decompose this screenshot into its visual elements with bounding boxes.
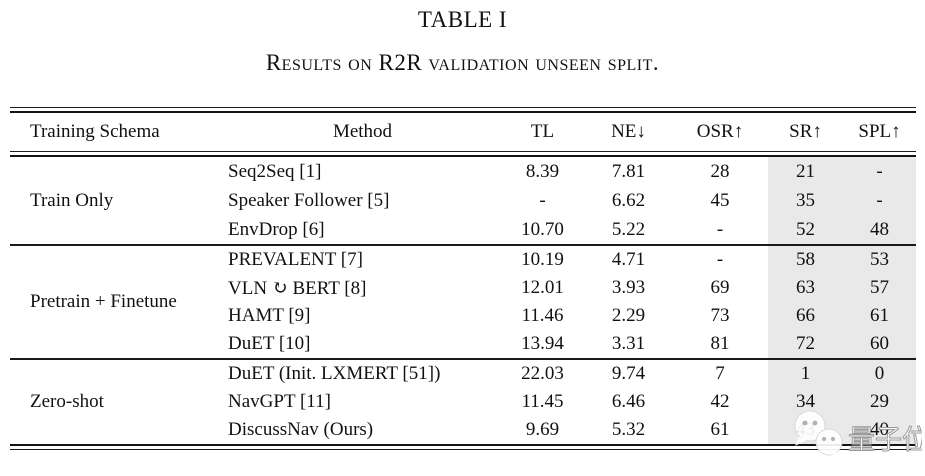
osr-cell: 42 (710, 391, 730, 412)
schema-label: Train Only (30, 189, 114, 211)
table-header-row: Training Schema Method TL NE↓ OSR↑ SR↑ S… (10, 113, 916, 151)
tl-cell: 11.45 (521, 391, 564, 412)
tl-cell: 8.39 (525, 160, 560, 182)
tl-cell: - (539, 189, 546, 211)
spl-cell: 57 (843, 274, 916, 302)
spl-cell: 40 (843, 416, 916, 444)
col-header-spl: SPL↑ (858, 121, 901, 142)
col-header-tl: TL (530, 121, 555, 142)
table-row: Seq2Seq [1] 8.39 7.81 28 21 - (225, 157, 916, 186)
table-caption: TABLE I Results on R2R validation unseen… (0, 7, 925, 76)
ne-cell: 7.81 (611, 160, 646, 182)
spl-cell: 0 (843, 360, 916, 388)
spl-cell: 29 (843, 388, 916, 416)
table-row: EnvDrop [6] 10.70 5.22 - 52 48 (225, 215, 916, 244)
group-separator-rule (10, 358, 916, 360)
ne-cell: 9.74 (611, 363, 646, 384)
tl-cell: 22.03 (521, 363, 564, 384)
table-bottom-rule (10, 444, 916, 450)
ne-cell: 2.29 (611, 305, 646, 326)
method-cell: DiscussNav (Ours) (228, 419, 374, 440)
sr-cell: 35 (768, 186, 843, 215)
spl-cell: 61 (843, 302, 916, 330)
osr-cell: 73 (710, 305, 730, 326)
table-row: NavGPT [11] 11.45 6.46 42 34 29 (225, 388, 916, 416)
tl-cell: 9.69 (525, 419, 560, 440)
sr-cell: 52 (768, 215, 843, 244)
sr-cell: 58 (768, 246, 843, 274)
osr-cell: 61 (710, 419, 730, 440)
table-group-zero-shot: Zero-shot DuET (Init. LXMERT [51]) 22.03… (10, 360, 916, 444)
schema-label: Zero-shot (30, 391, 104, 412)
col-header-sr: SR↑ (789, 121, 822, 142)
spl-cell: - (843, 157, 916, 186)
method-cell: NavGPT [11] (228, 391, 331, 412)
table-row: DiscussNav (Ours) 9.69 5.32 61 43 40 (225, 416, 916, 444)
tl-cell: 10.19 (521, 249, 564, 270)
ne-cell: 4.71 (611, 249, 646, 270)
osr-cell: - (716, 218, 724, 240)
header-bottom-rule (10, 151, 916, 157)
schema-label: Pretrain + Finetune (30, 291, 177, 312)
method-cell: Speaker Follower [5] (228, 189, 390, 211)
sr-cell: 43 (768, 416, 843, 444)
col-header-ne: NE↓ (611, 121, 646, 142)
col-header-osr: OSR↑ (696, 121, 744, 142)
col-header-method: Method (332, 121, 393, 142)
osr-cell: 45 (710, 189, 730, 211)
tl-cell: 11.46 (521, 305, 564, 326)
method-cell: DuET (Init. LXMERT [51]) (228, 363, 441, 384)
spl-cell: 53 (843, 246, 916, 274)
ne-cell: 5.22 (611, 218, 646, 240)
tl-cell: 13.94 (521, 333, 564, 354)
osr-cell: - (716, 249, 724, 270)
sr-cell: 21 (768, 157, 843, 186)
table-group-pretrain-finetune: Pretrain + Finetune PREVALENT [7] 10.19 … (10, 246, 916, 358)
results-table: Training Schema Method TL NE↓ OSR↑ SR↑ S… (10, 107, 916, 450)
osr-cell: 28 (710, 160, 730, 182)
spl-cell: - (843, 186, 916, 215)
sr-cell: 1 (768, 360, 843, 388)
table-row: Speaker Follower [5] - 6.62 45 35 - (225, 186, 916, 215)
table-row: DuET [10] 13.94 3.31 81 72 60 (225, 330, 916, 358)
spl-cell: 48 (843, 215, 916, 244)
method-cell: PREVALENT [7] (228, 249, 363, 270)
osr-cell: 69 (710, 277, 730, 298)
osr-cell: 81 (710, 333, 730, 354)
spl-cell: 60 (843, 330, 916, 358)
table-row: VLN ↻ BERT [8] 12.01 3.93 69 63 57 (225, 274, 916, 302)
ne-cell: 3.31 (611, 333, 646, 354)
col-header-training-schema: Training Schema (30, 121, 160, 142)
table-row: DuET (Init. LXMERT [51]) 22.03 9.74 7 1 … (225, 360, 916, 388)
method-cell: VLN ↻ BERT [8] (228, 277, 367, 299)
sr-cell: 34 (768, 388, 843, 416)
method-cell: EnvDrop [6] (228, 218, 325, 240)
group-separator-rule (10, 244, 916, 246)
table-row: HAMT [9] 11.46 2.29 73 66 61 (225, 302, 916, 330)
table-subtitle: Results on R2R validation unseen split. (265, 50, 660, 75)
page: { "caption": { "title": "TABLE I", "subt… (0, 7, 925, 476)
ne-cell: 3.93 (611, 277, 646, 298)
method-cell: HAMT [9] (228, 305, 311, 326)
tl-cell: 12.01 (521, 277, 564, 298)
sr-cell: 63 (768, 274, 843, 302)
ne-cell: 6.46 (611, 391, 646, 412)
table-top-rule (10, 107, 916, 113)
table-row: PREVALENT [7] 10.19 4.71 - 58 53 (225, 246, 916, 274)
table-number-title: TABLE I (417, 7, 508, 32)
method-cell: DuET [10] (228, 333, 311, 354)
ne-cell: 5.32 (611, 419, 646, 440)
sr-cell: 72 (768, 330, 843, 358)
method-cell: Seq2Seq [1] (228, 160, 322, 182)
tl-cell: 10.70 (521, 218, 564, 240)
table-group-train-only: Train Only Seq2Seq [1] 8.39 7.81 28 21 -… (10, 157, 916, 244)
sr-cell: 66 (768, 302, 843, 330)
osr-cell: 7 (715, 363, 725, 384)
ne-cell: 6.62 (611, 189, 646, 211)
